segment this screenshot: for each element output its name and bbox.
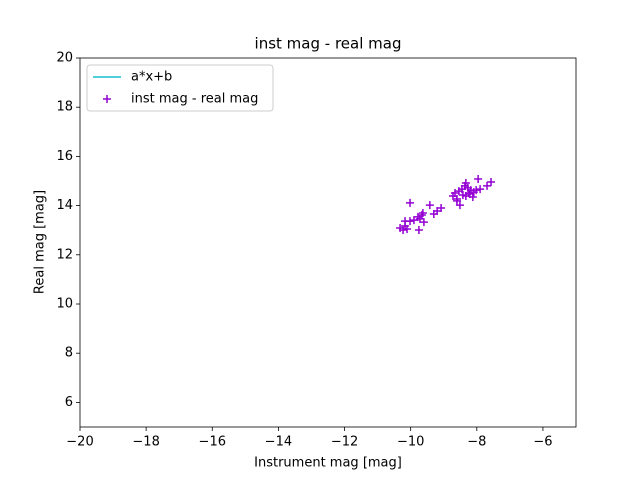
scatter-point — [476, 185, 485, 194]
legend-box — [86, 64, 274, 112]
scatter-point — [483, 181, 492, 190]
y-axis-label: Real mag [mag] — [33, 190, 48, 294]
y-tick-label: 14 — [56, 198, 73, 213]
y-tick-label: 20 — [56, 51, 73, 66]
chart-title: inst mag - real mag — [255, 35, 402, 53]
scatter-point — [403, 224, 412, 233]
scatter-point — [474, 175, 483, 184]
scatter-point — [461, 178, 470, 187]
y-tick-label: 12 — [56, 247, 73, 262]
scatter-point — [414, 225, 423, 234]
x-tick-label: −14 — [265, 435, 292, 450]
scatter-point — [472, 186, 481, 195]
x-tick-label: −6 — [533, 435, 552, 450]
x-tick-label: −10 — [397, 435, 424, 450]
x-tick-label: −18 — [132, 435, 159, 450]
scatter-point — [452, 196, 461, 205]
plot-area — [396, 175, 496, 234]
y-tick-label: 16 — [56, 149, 73, 164]
legend-label: inst mag - real mag — [131, 92, 258, 107]
scatter-point — [487, 177, 496, 186]
x-axis-label: Instrument mag [mag] — [254, 456, 402, 471]
y-tick-label: 18 — [56, 100, 73, 115]
y-tick-label: 8 — [65, 346, 73, 361]
y-tick-label: 10 — [56, 297, 73, 312]
scatter-point — [406, 198, 415, 207]
scatter-point — [455, 201, 464, 210]
plot-frame — [79, 57, 577, 428]
scatter-point — [437, 204, 446, 213]
scatter-point — [406, 217, 415, 226]
scatter-point — [419, 218, 428, 227]
y-tick-label: 6 — [65, 395, 73, 410]
x-tick-label: −12 — [331, 435, 358, 450]
scatter-point — [465, 190, 474, 199]
legend-label: a*x+b — [131, 70, 172, 85]
x-tick-label: −8 — [467, 435, 486, 450]
scatter-point — [425, 201, 434, 210]
scatter-point — [417, 210, 426, 219]
legend-swatch — [103, 95, 111, 103]
x-tick-label: −16 — [199, 435, 226, 450]
x-tick-label: −20 — [66, 435, 93, 450]
